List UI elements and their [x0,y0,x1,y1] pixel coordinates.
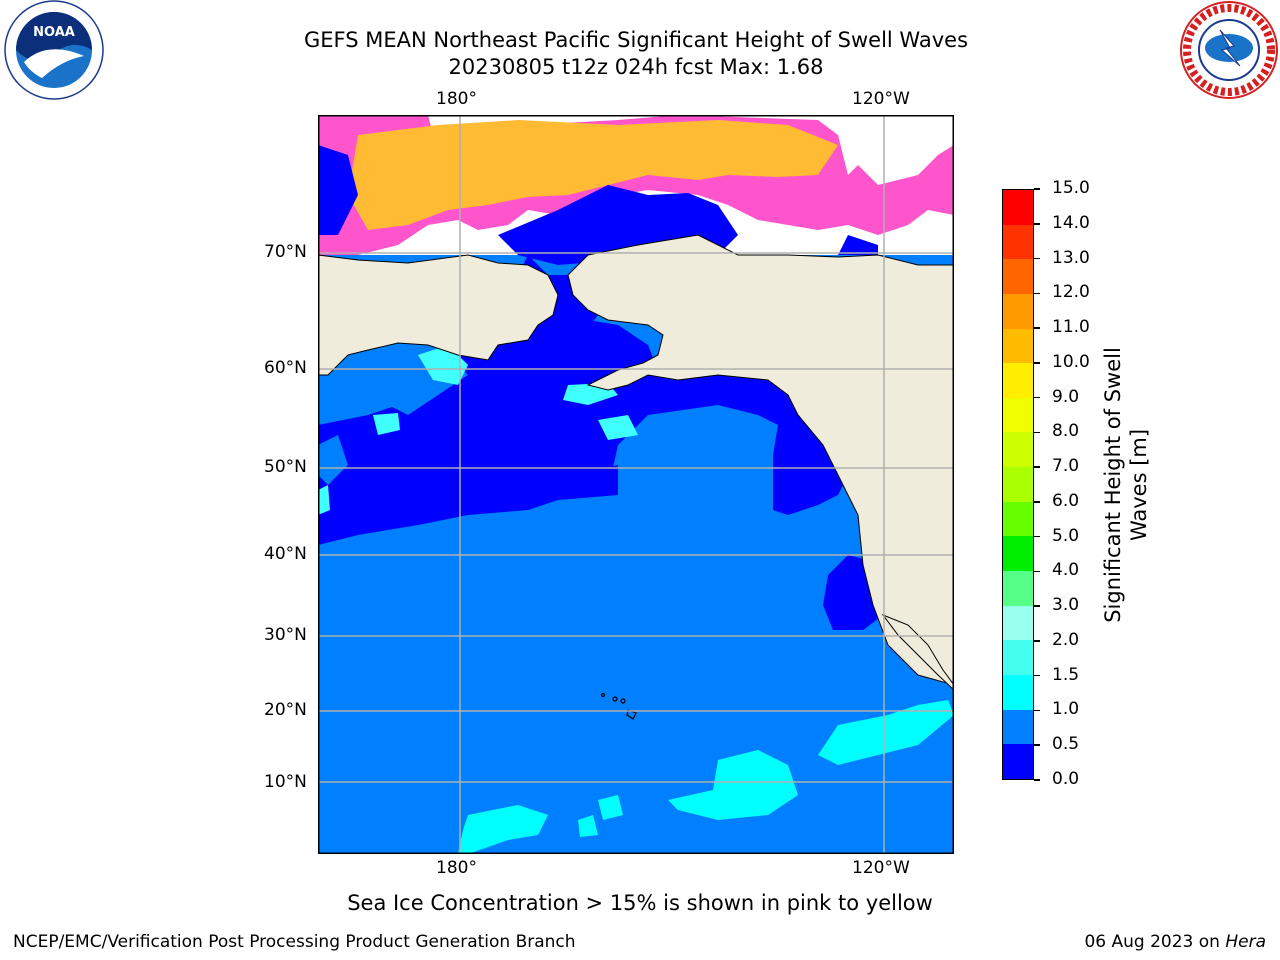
map-panel [317,115,955,854]
colorbar-segment [1003,190,1033,225]
colorbar-tick-label: 6.0 [1052,490,1080,511]
colorbar-segment [1003,432,1033,468]
footer-right: 06 Aug 2023 on Hera [1084,932,1266,952]
colorbar-segment [1003,259,1033,294]
colorbar-segment [1003,744,1033,779]
colorbar-tick-label: 11.0 [1052,317,1090,338]
colorbar-tick-mark [1034,570,1040,573]
sea-ice-note: Sea Ice Concentration > 15% is shown in … [347,891,933,915]
chart-title: GEFS MEAN Northeast Pacific Significant … [303,28,969,52]
colorbar-segment [1003,467,1033,502]
lon-label-180-bottom: 180° [436,858,477,878]
colorbar-tick-mark [1034,257,1040,260]
colorbar-segment [1003,605,1033,641]
nws-logo [1178,0,1280,100]
colorbar-segment [1003,293,1033,329]
colorbar-tick-mark [1034,431,1040,434]
lon-label-120w-top: 120°W [852,89,910,109]
lon-label-180-top: 180° [436,89,477,109]
colorbar-tick-mark [1034,466,1040,468]
chart-subtitle: 20230805 t12z 024h fcst Max: 1.68 [448,55,824,79]
colorbar-segment [1003,397,1033,433]
colorbar-tick-mark [1034,535,1040,538]
lat-label-10n: 10°N [264,772,307,792]
colorbar-segment [1003,640,1033,675]
colorbar-tick-mark [1034,223,1040,225]
colorbar-label-line1: Significant Height of Swell [1101,347,1125,623]
colorbar-tick-label: 7.0 [1052,456,1080,477]
colorbar-tick-label: 10.0 [1052,351,1090,372]
colorbar-tick-label: 5.0 [1052,525,1080,546]
lat-label-50n: 50°N [264,457,307,477]
colorbar-tick-mark [1034,605,1040,607]
colorbar-label-line2: Waves [m] [1127,428,1151,542]
colorbar-tick-mark [1034,396,1040,399]
colorbar-ticks: 15.0 14.0 13.0 12.0 11.0 10.0 9.0 8.0 7.0 6.0 5.0 4… [1034,178,1094,789]
colorbar-tick-mark [1034,188,1040,190]
colorbar-tick-mark [1034,744,1040,746]
colorbar-tick-label: 1.5 [1052,664,1080,685]
lat-label-70n: 70°N [264,242,307,262]
noaa-logo: NOAA [2,0,106,104]
colorbar-tick-label: 8.0 [1052,421,1080,442]
colorbar-tick-label: 9.0 [1052,386,1080,407]
svg-text:NOAA: NOAA [33,25,75,40]
colorbar-segment [1003,709,1033,745]
lat-label-40n: 40°N [264,544,307,564]
colorbar-tick-mark [1034,640,1040,642]
colorbar-tick-mark [1034,674,1040,677]
colorbar-tick-mark [1034,292,1040,295]
colorbar-tick-label: 1.0 [1052,699,1080,720]
colorbar-segment [1003,363,1033,398]
hawaii-islands [600,692,637,720]
colorbar-tick-label: 13.0 [1052,247,1090,268]
colorbar-tick-mark [1034,501,1040,503]
colorbar-tick-label: 14.0 [1052,212,1090,233]
colorbar-segment [1003,536,1033,572]
footer-date: 06 Aug 2023 on [1084,932,1226,952]
colorbar-tick-mark [1034,362,1040,364]
colorbar-segment [1003,571,1033,606]
lat-label-60n: 60°N [264,358,307,378]
colorbar-segment [1003,328,1033,364]
colorbar-tick-label: 15.0 [1052,178,1090,198]
colorbar-tick-label: 0.5 [1052,734,1080,755]
lat-label-20n: 20°N [264,700,307,720]
colorbar-tick-label: 12.0 [1052,282,1090,303]
colorbar-tick-label: 3.0 [1052,595,1080,616]
colorbar-segment [1003,224,1033,260]
colorbar-tick-mark [1034,709,1040,712]
colorbar-tick-mark [1034,327,1040,329]
colorbar-segment [1003,674,1033,710]
lon-label-120w-bottom: 120°W [852,858,910,878]
colorbar-segment [1003,501,1033,537]
lat-label-30n: 30°N [264,625,307,645]
colorbar-tick-label: 4.0 [1052,560,1080,581]
map-grid [318,115,954,854]
footer-host: Hera [1225,932,1266,952]
footer-left: NCEP/EMC/Verification Post Processing Pr… [13,932,576,952]
colorbar-tick-mark [1034,779,1040,781]
colorbar-tick-label: 0.0 [1052,769,1080,789]
colorbar [1002,189,1034,780]
colorbar-tick-label: 2.0 [1052,629,1080,650]
